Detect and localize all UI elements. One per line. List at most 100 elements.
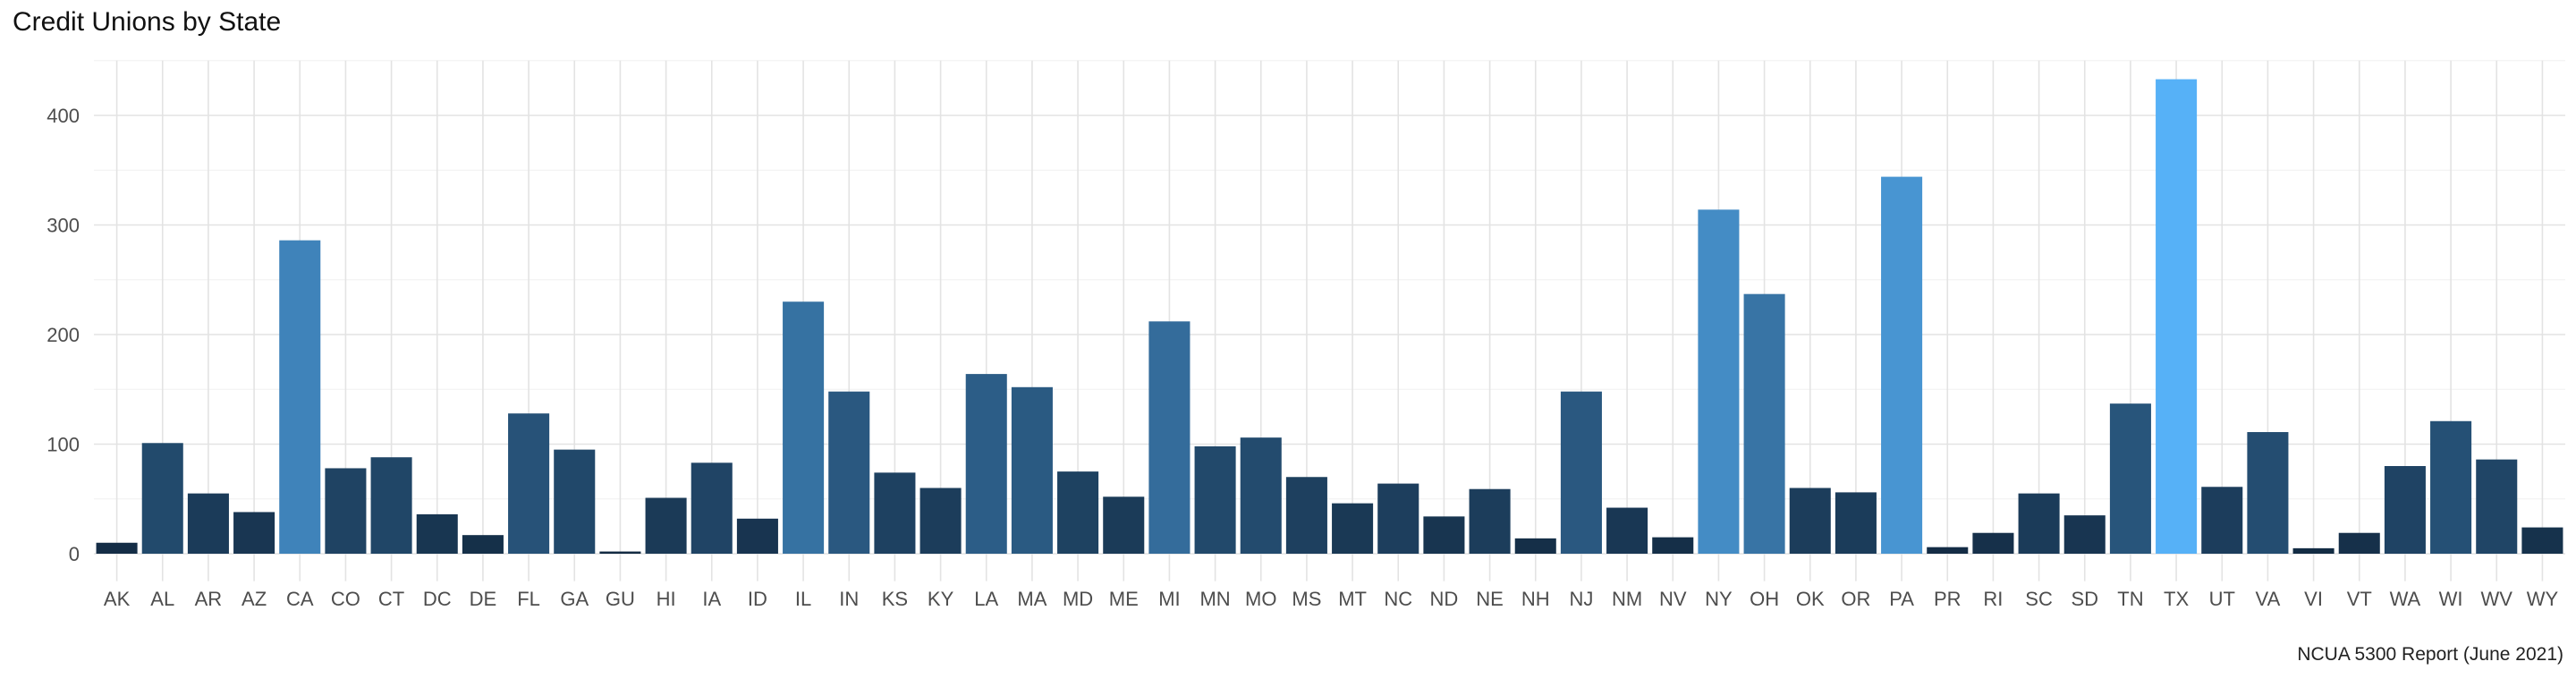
x-tick-label: IN xyxy=(839,588,859,610)
x-tick-label: DC xyxy=(423,588,452,610)
x-axis-tick-labels: AK AL AR AZ CA CO CT DC DE FL GA GU HI IA ID IL IN KS KY LA… xyxy=(104,588,2559,610)
x-tick-label: ID xyxy=(748,588,767,610)
x-tick-label: OR xyxy=(1841,588,1870,610)
y-tick-label: 100 xyxy=(47,434,80,456)
x-tick-label: CT xyxy=(378,588,404,610)
bar-KY xyxy=(919,488,962,554)
bar-FL xyxy=(508,413,550,554)
bar-VI xyxy=(2292,547,2334,554)
bar-MO xyxy=(1240,437,1282,554)
bar-OK xyxy=(1789,488,1831,554)
x-tick-label: PR xyxy=(1934,588,1962,610)
x-tick-label: MS xyxy=(1292,588,1321,610)
x-tick-label: NY xyxy=(1705,588,1733,610)
x-tick-label: AR xyxy=(195,588,223,610)
bar-TN xyxy=(2109,403,2151,554)
chart-caption: NCUA 5300 Report (June 2021) xyxy=(2297,644,2563,665)
bar-AR xyxy=(187,493,229,554)
bar-DE xyxy=(462,535,504,554)
x-tick-label: FL xyxy=(517,588,540,610)
x-tick-label: WV xyxy=(2481,588,2513,610)
x-tick-label: TN xyxy=(2117,588,2143,610)
x-tick-label: GU xyxy=(606,588,635,610)
x-tick-label: NE xyxy=(1476,588,1504,610)
x-tick-label: OH xyxy=(1750,588,1779,610)
bar-WI xyxy=(2430,420,2472,554)
bar-VA xyxy=(2247,432,2289,554)
x-tick-label: VT xyxy=(2347,588,2372,610)
x-tick-label: AZ xyxy=(242,588,267,610)
x-tick-label: RI xyxy=(1983,588,2003,610)
bar-OH xyxy=(1743,293,1785,554)
bar-WY xyxy=(2521,527,2563,554)
bar-NV xyxy=(1652,537,1694,554)
x-tick-label: CO xyxy=(331,588,360,610)
x-tick-label: WY xyxy=(2527,588,2559,610)
x-tick-label: SC xyxy=(2025,588,2053,610)
bar-KS xyxy=(874,472,916,554)
x-tick-label: DE xyxy=(470,588,497,610)
x-tick-label: SD xyxy=(2071,588,2098,610)
bar-VT xyxy=(2338,532,2380,554)
y-axis-tick-labels: 0 100 200 300 400 xyxy=(47,105,80,565)
y-tick-label: 200 xyxy=(47,324,80,346)
x-tick-label: NM xyxy=(1612,588,1642,610)
bar-GA xyxy=(554,449,596,554)
bar-WA xyxy=(2384,466,2426,554)
x-tick-label: PA xyxy=(1889,588,1914,610)
bar-GU xyxy=(599,551,641,554)
y-tick-label: 300 xyxy=(47,215,80,237)
x-tick-label: LA xyxy=(974,588,998,610)
x-tick-label: MA xyxy=(1017,588,1046,610)
bar-RI xyxy=(1972,532,2014,554)
bar-NE xyxy=(1469,488,1511,554)
bar-AL xyxy=(141,443,183,554)
bar-MI xyxy=(1148,321,1191,554)
bar-TX xyxy=(2156,79,2198,554)
x-tick-label: MI xyxy=(1158,588,1180,610)
x-tick-label: KY xyxy=(928,588,954,610)
x-tick-label: WA xyxy=(2390,588,2421,610)
x-tick-label: OK xyxy=(1796,588,1825,610)
x-tick-label: HI xyxy=(657,588,676,610)
chart-title: Credit Unions by State xyxy=(13,7,282,37)
bars xyxy=(96,79,2563,554)
bar-SC xyxy=(2018,493,2060,554)
y-tick-label: 0 xyxy=(69,543,80,565)
x-tick-label: UT xyxy=(2209,588,2235,610)
bar-NC xyxy=(1377,483,1419,554)
x-tick-label: AL xyxy=(150,588,174,610)
bar-CO xyxy=(325,468,367,554)
x-tick-label: MO xyxy=(1245,588,1276,610)
bar-WV xyxy=(2476,459,2518,554)
bar-IN xyxy=(828,391,870,554)
bar-CA xyxy=(279,240,321,554)
bar-NJ xyxy=(1560,391,1602,554)
x-tick-label: TX xyxy=(2164,588,2189,610)
x-tick-label: VI xyxy=(2304,588,2323,610)
x-tick-label: MD xyxy=(1063,588,1093,610)
bar-MN xyxy=(1194,445,1236,554)
bar-SD xyxy=(2063,515,2106,554)
x-tick-label: ME xyxy=(1109,588,1139,610)
bar-OR xyxy=(1835,492,1877,554)
x-tick-label: MN xyxy=(1199,588,1230,610)
bar-MD xyxy=(1057,471,1099,554)
x-tick-label: NC xyxy=(1384,588,1412,610)
bar-HI xyxy=(645,497,687,554)
x-tick-label: ND xyxy=(1430,588,1459,610)
bar-CT xyxy=(370,457,412,554)
x-tick-label: IA xyxy=(702,588,721,610)
x-tick-label: AK xyxy=(104,588,131,610)
bar-NH xyxy=(1514,538,1556,554)
bar-MS xyxy=(1285,477,1327,554)
x-tick-label: MT xyxy=(1338,588,1367,610)
bar-ND xyxy=(1423,516,1465,554)
bar-UT xyxy=(2201,487,2243,554)
bar-NM xyxy=(1606,507,1648,554)
x-tick-label: VA xyxy=(2256,588,2281,610)
bar-IA xyxy=(691,462,733,554)
x-tick-label: NH xyxy=(1521,588,1550,610)
bar-LA xyxy=(965,374,1007,554)
